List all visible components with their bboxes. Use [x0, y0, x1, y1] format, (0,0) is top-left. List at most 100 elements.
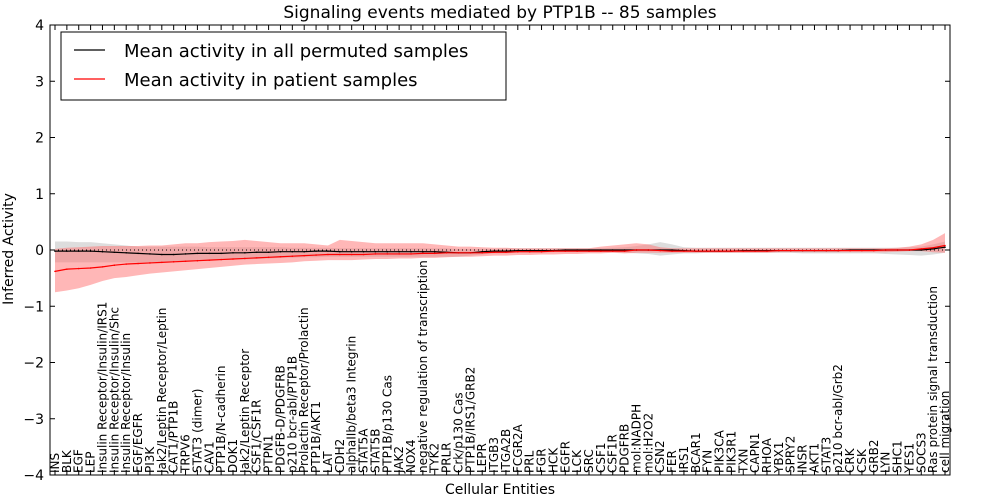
x-tick-label: FYN	[701, 450, 715, 473]
data-point-s1-30	[410, 250, 412, 253]
data-point-s2-49	[635, 249, 638, 251]
data-point-s2-73	[920, 248, 923, 250]
data-point-s2-17	[255, 257, 258, 259]
x-tick-label: Prolactin Receptor/Prolactin	[297, 307, 311, 473]
x-tick-label: BLK	[60, 449, 74, 473]
x-axis-label: Cellular Entities	[445, 482, 555, 498]
x-tick-label: GRB2	[867, 439, 881, 473]
data-point-s2-63	[801, 249, 804, 252]
data-point-s1-52	[671, 249, 673, 251]
x-tick-label: LYN	[879, 452, 893, 473]
data-point-s1-73	[920, 249, 923, 251]
data-point-s2-8	[149, 262, 151, 264]
data-point-s1-41	[540, 249, 543, 252]
data-point-s2-41	[540, 250, 543, 253]
data-point-s2-66	[837, 249, 839, 252]
data-point-s1-45	[588, 249, 590, 251]
data-point-s2-16	[244, 257, 246, 260]
x-tick-label: LEPR	[475, 443, 489, 473]
data-point-s2-75	[944, 244, 946, 247]
x-tick-label: TXN	[736, 448, 750, 474]
x-tick-label: PTP1B/N-cadherin	[214, 366, 228, 473]
x-tick-label: PRL	[523, 450, 537, 473]
data-point-s2-52	[671, 250, 673, 252]
x-tick-label: FCGR2A	[511, 423, 525, 473]
data-point-s1-0	[54, 250, 56, 252]
data-point-s1-74	[932, 248, 934, 250]
legend-label-patient: Mean activity in patient samples	[124, 70, 418, 91]
data-point-s1-25	[350, 250, 353, 253]
data-point-s2-57	[730, 250, 733, 252]
data-point-s1-37	[493, 250, 495, 252]
data-point-s1-31	[422, 250, 424, 253]
data-point-s2-36	[481, 252, 484, 254]
y-tick-label: 2	[35, 131, 44, 147]
data-point-s1-39	[517, 249, 519, 252]
data-point-s2-35	[469, 252, 472, 254]
data-point-s2-61	[778, 249, 780, 252]
x-tick-label: SOCS3	[914, 432, 928, 473]
data-point-s2-23	[327, 253, 329, 256]
data-point-s2-18	[267, 256, 270, 259]
data-point-s2-15	[232, 258, 234, 260]
data-point-s2-74	[932, 246, 934, 249]
y-tick-label: −2	[23, 356, 44, 372]
x-tick-label: JAK2	[392, 446, 406, 474]
x-tick-label: ITGA2B	[499, 429, 513, 473]
data-point-s2-43	[564, 250, 567, 252]
data-point-s2-22	[315, 254, 317, 256]
data-point-s2-7	[137, 262, 139, 265]
x-tick-label: Crk/p130 Cas	[451, 392, 465, 473]
data-point-s2-31	[422, 252, 424, 255]
data-point-s1-10	[172, 253, 175, 256]
x-tick-label: AKT1	[807, 443, 821, 473]
data-point-s1-36	[481, 250, 484, 253]
data-point-s2-4	[101, 266, 104, 268]
data-point-s2-13	[208, 259, 211, 261]
data-point-s2-70	[884, 249, 887, 251]
x-tick-label: CAPN1	[748, 433, 762, 473]
x-tick-label: SRC	[582, 449, 596, 473]
data-point-s2-48	[623, 250, 626, 252]
data-point-s1-27	[374, 250, 377, 253]
data-point-s2-72	[908, 249, 911, 251]
data-point-s2-5	[113, 264, 116, 266]
data-point-s2-29	[398, 253, 400, 255]
x-tick-label: EGF	[72, 449, 86, 473]
x-tick-label: YBX1	[772, 442, 786, 474]
y-tick-label: 1	[35, 187, 44, 203]
data-point-s1-23	[327, 250, 329, 252]
data-point-s1-13	[208, 252, 211, 255]
legend-box	[60, 31, 507, 101]
data-point-s2-54	[695, 250, 697, 252]
data-point-s2-10	[172, 261, 175, 263]
x-tick-label: SHC1	[891, 440, 905, 473]
x-tick-label: EGFR	[558, 441, 572, 473]
data-point-s1-12	[196, 252, 199, 255]
x-tick-label: PTPN1	[262, 435, 276, 473]
data-point-s2-37	[493, 251, 495, 254]
data-point-s1-11	[184, 253, 187, 255]
x-tick-label: Insulin Receptor/Insulin	[119, 333, 133, 473]
data-point-s2-11	[184, 260, 187, 263]
x-tick-label: PDGFB-D/PDGFRB	[273, 365, 287, 473]
x-tick-label: CSF1/CSF1R	[250, 400, 264, 473]
x-tick-label: Insulin Receptor/Insulin/Shc	[107, 307, 121, 473]
legend: Mean activity in all permuted samples Me…	[60, 31, 507, 101]
x-tick-label: PI3K	[143, 446, 157, 473]
x-tick-label: EGF/EGFR	[131, 413, 145, 473]
band-series-2	[55, 233, 945, 293]
data-point-s2-69	[873, 249, 875, 252]
x-tick-label: Ras protein signal transduction	[926, 286, 940, 473]
x-tick-label: IRS1	[677, 446, 691, 473]
data-point-s1-7	[137, 252, 139, 255]
x-tick-label: CSF1R	[606, 434, 620, 473]
data-point-s2-9	[161, 261, 163, 264]
data-point-s1-16	[244, 252, 246, 254]
x-tick-label: DOK1	[226, 439, 240, 473]
x-tick-label: NOX4	[404, 439, 418, 473]
x-tick-label: STAT3	[819, 437, 833, 473]
x-tick-label: RHOA	[760, 437, 774, 473]
data-point-s1-40	[528, 249, 531, 252]
